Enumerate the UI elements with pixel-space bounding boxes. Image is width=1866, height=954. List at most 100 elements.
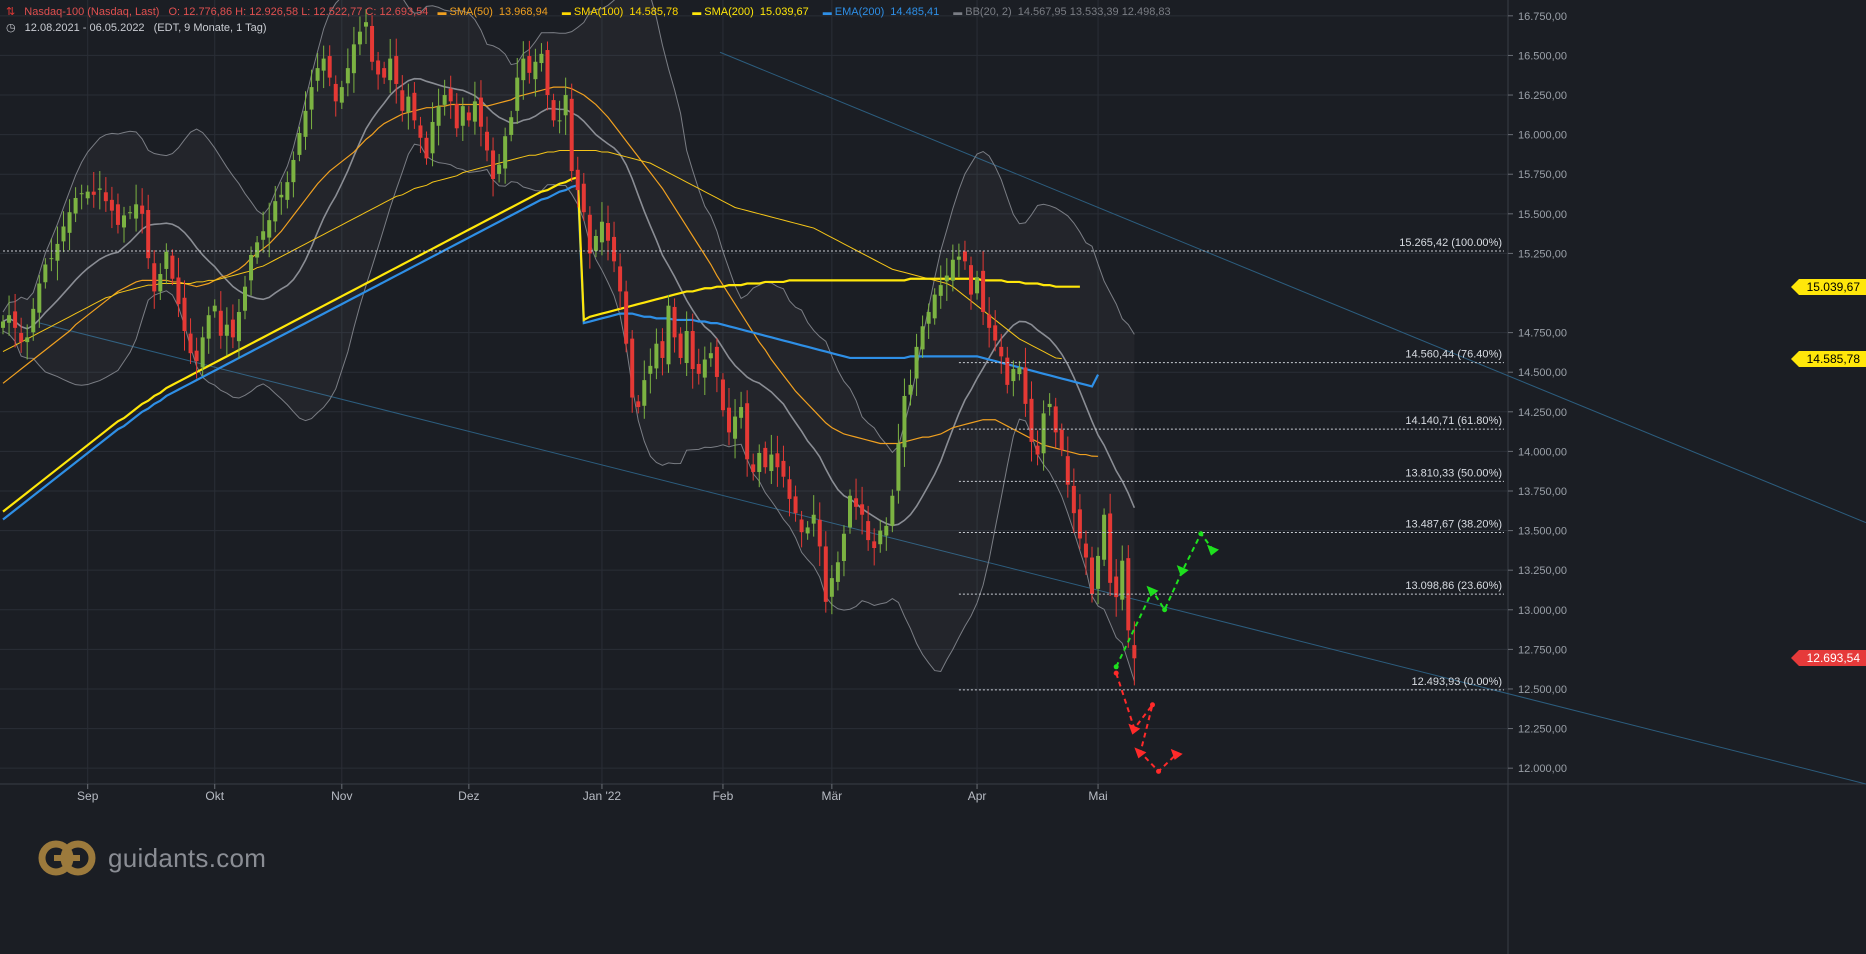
candle[interactable] <box>503 127 508 184</box>
candle[interactable] <box>109 186 114 229</box>
candle[interactable] <box>642 360 647 419</box>
candle[interactable] <box>230 304 235 349</box>
candle[interactable] <box>702 346 707 396</box>
candle[interactable] <box>91 172 96 208</box>
candle[interactable] <box>533 48 538 97</box>
candle[interactable] <box>569 83 574 182</box>
candle[interactable] <box>999 333 1004 374</box>
candle[interactable] <box>273 185 278 233</box>
candle[interactable] <box>860 486 865 535</box>
candle[interactable] <box>599 202 604 256</box>
candle[interactable] <box>370 15 375 71</box>
candle[interactable] <box>1114 559 1119 617</box>
candle[interactable] <box>521 41 526 100</box>
candle[interactable] <box>938 265 943 309</box>
indicator-legend-item[interactable]: ▬ SMA(100) 14.585,78 <box>562 6 686 18</box>
candle[interactable] <box>243 275 247 320</box>
candle[interactable] <box>932 288 937 325</box>
candle[interactable] <box>678 327 683 365</box>
candle[interactable] <box>890 489 895 533</box>
candle[interactable] <box>727 388 731 446</box>
candle[interactable] <box>799 510 804 548</box>
candle[interactable] <box>648 348 653 394</box>
candle[interactable] <box>866 505 871 551</box>
candle[interactable] <box>466 106 471 127</box>
candle[interactable] <box>575 156 580 208</box>
candle[interactable] <box>267 202 272 258</box>
candle[interactable] <box>1090 546 1094 603</box>
candle[interactable] <box>902 378 907 467</box>
candle[interactable] <box>303 91 308 150</box>
candle[interactable] <box>787 466 792 517</box>
candle[interactable] <box>67 199 72 251</box>
candle[interactable] <box>351 26 356 93</box>
candle[interactable] <box>182 280 187 351</box>
candle[interactable] <box>485 116 489 162</box>
candle[interactable] <box>122 206 126 243</box>
bollinger-upper[interactable] <box>2 0 1135 454</box>
candle[interactable] <box>345 48 350 97</box>
candle[interactable] <box>587 206 592 269</box>
instrument-label[interactable]: Nasdaq-100 (Nasdaq, Last) <box>24 6 160 18</box>
candle[interactable] <box>103 177 108 212</box>
candle[interactable] <box>212 299 217 318</box>
candle[interactable] <box>249 246 254 296</box>
candle[interactable] <box>509 110 514 142</box>
candle[interactable] <box>176 257 181 318</box>
candle[interactable] <box>636 395 641 414</box>
candle[interactable] <box>497 153 502 183</box>
candle[interactable] <box>854 478 859 520</box>
candle[interactable] <box>31 298 36 341</box>
candle[interactable] <box>618 253 623 309</box>
candle[interactable] <box>1053 397 1058 448</box>
candle[interactable] <box>236 299 241 359</box>
candle[interactable] <box>25 324 30 360</box>
candle[interactable] <box>805 521 810 540</box>
candle[interactable] <box>170 249 175 286</box>
candle[interactable] <box>757 444 762 488</box>
candle[interactable] <box>55 226 60 281</box>
candle[interactable] <box>581 172 586 221</box>
candle[interactable] <box>37 274 42 328</box>
candle[interactable] <box>654 328 659 380</box>
candle[interactable] <box>672 298 677 353</box>
candle[interactable] <box>218 291 223 349</box>
candle[interactable] <box>146 194 151 269</box>
candle[interactable] <box>1083 530 1088 575</box>
candle[interactable] <box>436 88 441 146</box>
candle[interactable] <box>666 294 671 373</box>
candle[interactable] <box>448 75 453 119</box>
trend-line-lower[interactable] <box>39 322 1866 785</box>
candle[interactable] <box>194 337 199 379</box>
candle[interactable] <box>309 69 314 130</box>
candle[interactable] <box>884 517 889 551</box>
candle[interactable] <box>1096 547 1101 605</box>
candle[interactable] <box>1 315 5 335</box>
candle[interactable] <box>769 434 774 485</box>
candle[interactable] <box>1017 361 1022 381</box>
candle[interactable] <box>472 81 477 135</box>
candle[interactable] <box>442 79 447 116</box>
candle[interactable] <box>418 116 423 153</box>
candle[interactable] <box>7 295 12 336</box>
candle[interactable] <box>823 531 828 613</box>
candle[interactable] <box>224 307 229 356</box>
candle[interactable] <box>491 137 496 197</box>
candle[interactable] <box>333 75 338 117</box>
candle[interactable] <box>61 211 66 253</box>
candle[interactable] <box>79 184 84 210</box>
candle[interactable] <box>950 244 955 292</box>
trend-line-upper[interactable] <box>719 51 1866 524</box>
candle[interactable] <box>557 100 562 134</box>
bearish-projection[interactable] <box>1115 672 1178 773</box>
candle[interactable] <box>134 184 139 232</box>
candle[interactable] <box>848 489 852 534</box>
candle[interactable] <box>115 193 120 234</box>
candle[interactable] <box>630 330 635 413</box>
candle[interactable] <box>872 528 877 566</box>
candle[interactable] <box>412 82 417 129</box>
candle[interactable] <box>1120 545 1125 611</box>
candle[interactable] <box>400 75 405 122</box>
candle[interactable] <box>962 240 967 270</box>
candle[interactable] <box>315 52 320 92</box>
